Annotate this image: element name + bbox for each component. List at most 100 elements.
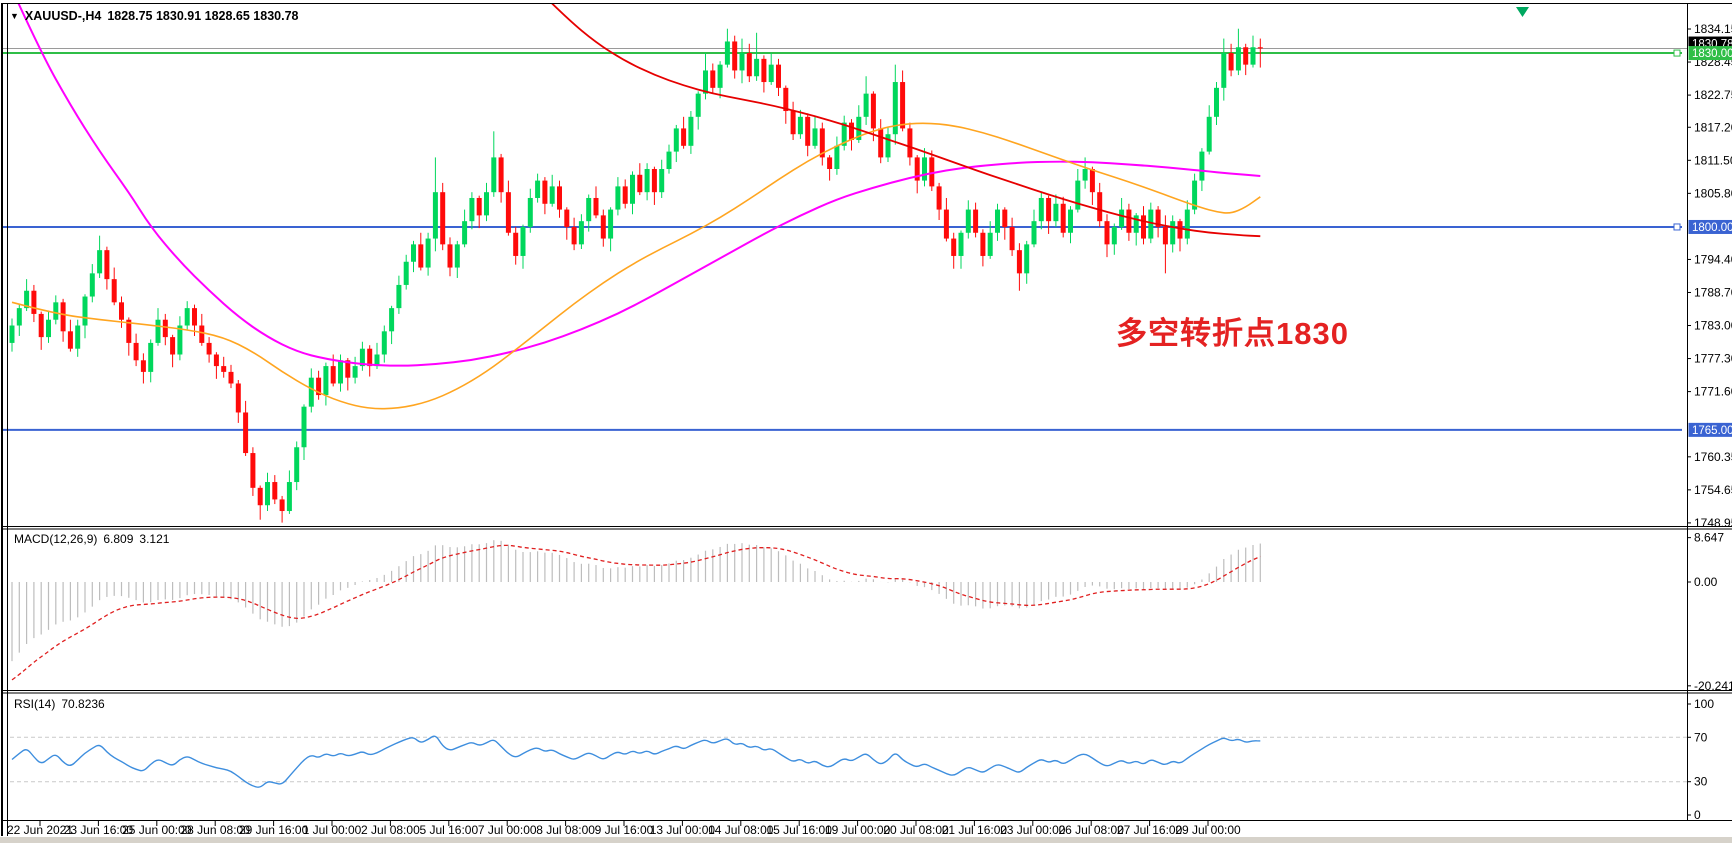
time-tick-label: 29 Jul 00:00: [1175, 823, 1241, 837]
candle: [133, 342, 139, 361]
candle: [593, 197, 599, 216]
candle: [243, 412, 249, 454]
time-tick-label: 22 Jun 2021: [7, 823, 73, 837]
candle: [1053, 203, 1059, 222]
trade-note-annotation[interactable]: 多空转折点1830: [1116, 316, 1349, 351]
candle: [476, 197, 482, 216]
candle: [827, 157, 833, 169]
rsi-tick-label: 30: [1694, 775, 1708, 789]
candle: [155, 319, 161, 343]
price-axis[interactable]: 1834.151828.451822.751817.201811.501805.…: [1673, 22, 1732, 530]
candle: [1192, 180, 1198, 210]
candle: [724, 41, 730, 65]
candle: [1221, 53, 1227, 88]
candle: [454, 244, 460, 268]
candle: [396, 284, 402, 309]
candle: [228, 371, 234, 384]
candle: [644, 168, 650, 193]
candle: [1206, 116, 1212, 152]
hline-drag-handle[interactable]: [1673, 223, 1681, 231]
candle: [1046, 197, 1052, 222]
candle: [637, 174, 643, 193]
price-tick-label: 1817.20: [1694, 120, 1732, 134]
candle: [265, 482, 270, 506]
candle: [892, 82, 898, 135]
symbol-name: XAUUSD-,H4: [24, 9, 102, 23]
candle: [323, 366, 329, 396]
candle: [651, 168, 657, 193]
ma-mid-orange: [11, 122, 1261, 410]
candle: [294, 447, 300, 483]
candle: [16, 308, 22, 326]
candle: [900, 82, 906, 129]
candle: [600, 215, 606, 239]
candle: [1250, 47, 1256, 65]
candle: [790, 111, 796, 135]
candle: [1141, 215, 1146, 239]
candle: [761, 58, 767, 83]
candle: [666, 151, 672, 169]
candle: [359, 348, 365, 367]
candle: [783, 87, 789, 112]
time-tick-label: 19 Jul 00:00: [825, 823, 891, 837]
candle: [987, 232, 993, 256]
candle: [513, 232, 519, 256]
macd-signal-value: 3.121: [139, 532, 170, 546]
candle: [1016, 250, 1022, 274]
candle: [1060, 203, 1066, 233]
hline-price-text: 1765.00: [1692, 425, 1732, 437]
time-tick-label: 5 Jul 16:00: [419, 823, 478, 837]
candle: [732, 41, 738, 71]
candle: [82, 296, 88, 326]
candle: [739, 53, 745, 71]
candle: [1119, 209, 1125, 227]
symbol-title: ▼ XAUUSD-,H4 1828.75 1830.91 1828.65 1830.…: [10, 9, 298, 23]
candle: [425, 238, 431, 268]
candle: [1214, 87, 1219, 117]
candle: [907, 128, 913, 158]
candle: [491, 157, 497, 193]
macd-tick-label: 0.00: [1694, 575, 1718, 589]
candle: [958, 232, 964, 256]
rsi-header: RSI(14) 70.8236: [14, 697, 105, 711]
candle: [192, 308, 197, 326]
time-tick-label: 7 Jul 00:00: [478, 823, 537, 837]
candle: [272, 482, 278, 500]
candle: [819, 128, 825, 158]
rsi-tick-label: 100: [1694, 697, 1714, 711]
hline-drag-handle[interactable]: [1673, 49, 1681, 57]
main-price-pane[interactable]: [3, 0, 1687, 523]
window-bottom-strip: [0, 837, 1732, 843]
horizontal-lines-layer[interactable]: [3, 52, 1682, 431]
candle: [1177, 221, 1183, 239]
candle: [418, 244, 424, 268]
candle: [89, 273, 95, 297]
candle: [586, 197, 592, 222]
candle: [301, 406, 307, 448]
hline-price-label: 1765.00: [1688, 422, 1732, 437]
candle: [527, 197, 533, 227]
candle: [257, 487, 263, 506]
candle: [389, 308, 395, 332]
candle: [97, 250, 103, 274]
candle: [148, 342, 154, 372]
candle: [746, 53, 752, 77]
price-tick-label: 1771.60: [1694, 385, 1732, 399]
rsi-axis[interactable]: 100 70 30 0: [1687, 697, 1714, 822]
candle: [1243, 47, 1249, 65]
candle: [870, 93, 876, 129]
candle: [213, 354, 219, 367]
time-tick-label: 25 Jun 00:00: [122, 823, 192, 837]
symbol-dropdown-icon[interactable]: ▼: [10, 11, 19, 21]
macd-axis[interactable]: 8.647 0.00 -20.241: [1687, 531, 1732, 693]
scroll-to-end-icon[interactable]: [1516, 7, 1529, 17]
time-tick-label: 27 Jul 16:00: [1117, 823, 1183, 837]
macd-tick-label: -20.241: [1694, 679, 1732, 693]
candle: [352, 366, 358, 378]
candle: [1082, 168, 1088, 181]
hline-price-text: 1800.00: [1692, 222, 1732, 234]
candle: [797, 116, 803, 135]
